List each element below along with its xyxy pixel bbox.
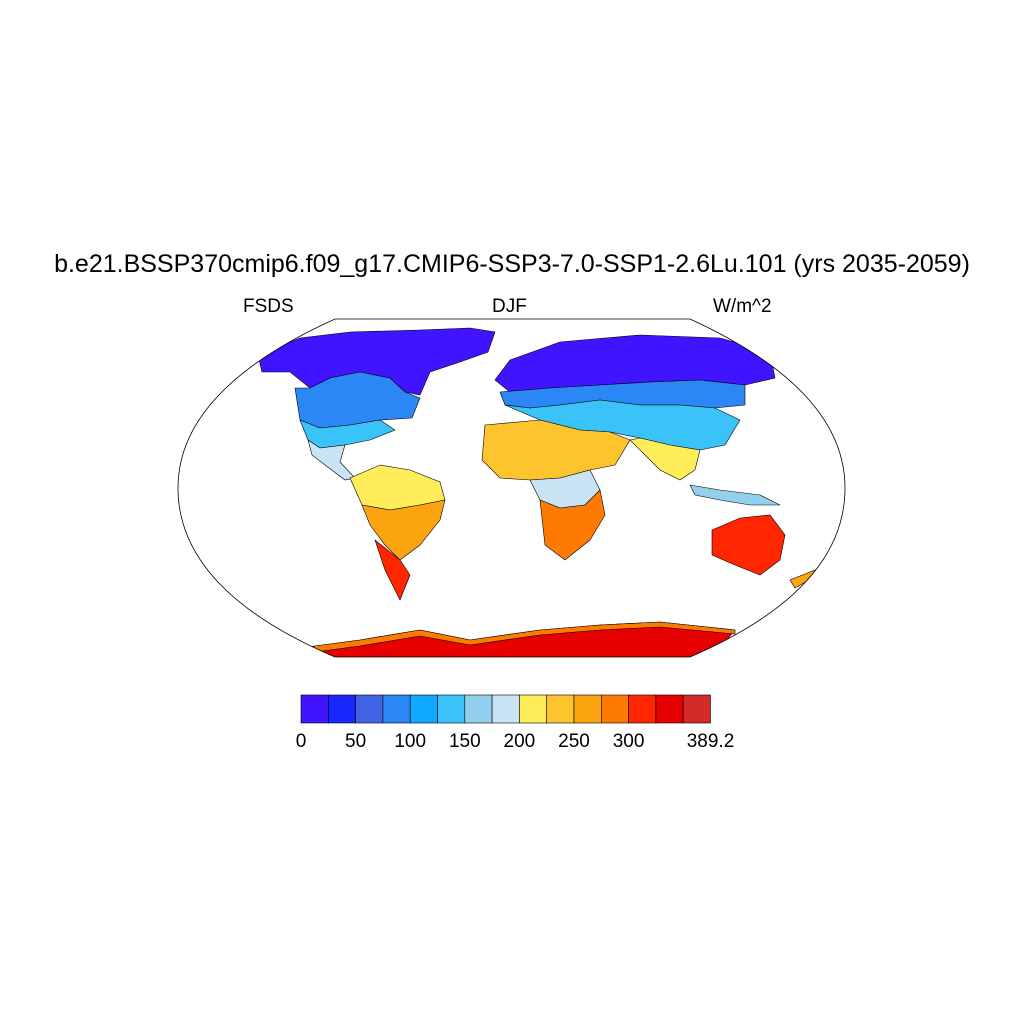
region-sahara-arabia bbox=[481, 419, 631, 481]
colorbar-box bbox=[655, 694, 684, 724]
colorbar-box bbox=[573, 694, 602, 724]
season-label: DJF bbox=[492, 296, 527, 317]
colorbar-box bbox=[382, 694, 411, 724]
colorbar-tick-label: 150 bbox=[448, 731, 481, 752]
colorbar-tick-label: 250 bbox=[558, 731, 590, 752]
land-fill-group bbox=[257, 327, 819, 657]
region-southern-africa bbox=[539, 489, 606, 561]
colorbar-box bbox=[546, 694, 575, 724]
region-india-seasia bbox=[629, 437, 701, 481]
colorbar-box bbox=[300, 694, 329, 724]
colorbar-box bbox=[437, 694, 466, 724]
map-border bbox=[177, 318, 846, 658]
units-label: W/m^2 bbox=[713, 296, 772, 317]
colorbar-box bbox=[682, 694, 711, 724]
colorbar-box bbox=[600, 694, 629, 724]
colorbar-tick-label: 50 bbox=[345, 731, 367, 752]
colorbar-tick-label: 100 bbox=[394, 731, 427, 752]
region-australia bbox=[711, 514, 786, 576]
colorbar-tick-label: 200 bbox=[503, 731, 536, 752]
region-patagonia bbox=[374, 539, 411, 601]
colorbar-tick-label: 389.2 bbox=[686, 731, 735, 752]
colorbar-box bbox=[355, 694, 384, 724]
colorbar-box bbox=[491, 694, 520, 724]
region-antarctica-coast bbox=[299, 621, 736, 655]
plot-title: b.e21.BSSP370cmip6.f09_g17.CMIP6-SSP3-7.… bbox=[54, 250, 970, 278]
colorbar-box bbox=[628, 694, 657, 724]
colorbar-box bbox=[464, 694, 493, 724]
region-southern-brazil bbox=[361, 499, 446, 561]
colorbar bbox=[300, 694, 711, 724]
colorbar-tick-label: 0 bbox=[295, 731, 307, 752]
region-maritime-asia bbox=[689, 484, 781, 506]
colorbar-box bbox=[327, 694, 356, 724]
variable-label: FSDS bbox=[243, 296, 294, 317]
colorbar-box bbox=[409, 694, 438, 724]
region-arctic-america bbox=[257, 327, 496, 396]
colorbar-tick-label: 300 bbox=[612, 731, 645, 752]
colorbar-box bbox=[519, 694, 548, 724]
